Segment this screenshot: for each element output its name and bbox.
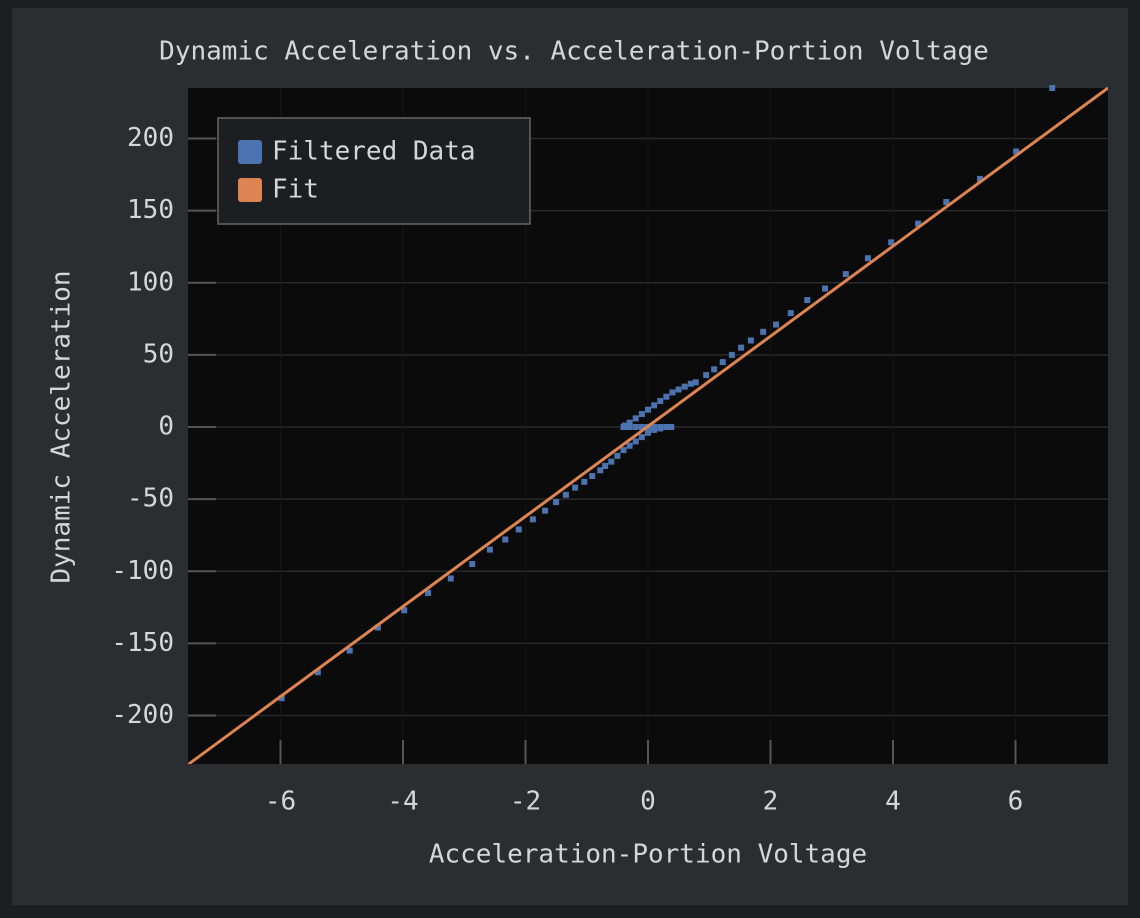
data-point bbox=[711, 366, 718, 373]
data-point bbox=[542, 507, 549, 514]
data-point bbox=[842, 271, 849, 278]
data-point bbox=[632, 415, 639, 422]
legend-label: Filtered Data bbox=[272, 137, 476, 167]
data-point bbox=[787, 310, 794, 317]
chart-title: Dynamic Acceleration vs. Acceleration-Po… bbox=[159, 37, 989, 67]
y-tick-label: -50 bbox=[127, 484, 174, 514]
data-point bbox=[663, 424, 670, 431]
data-point bbox=[626, 442, 633, 449]
data-point bbox=[760, 328, 767, 335]
data-point bbox=[626, 419, 633, 426]
data-point bbox=[822, 285, 829, 292]
data-point bbox=[669, 389, 676, 396]
data-point bbox=[447, 575, 454, 582]
data-point bbox=[773, 321, 780, 328]
data-point bbox=[614, 452, 621, 459]
data-point bbox=[668, 424, 675, 431]
y-axis-label: Dynamic Acceleration bbox=[47, 270, 77, 583]
data-point bbox=[1049, 85, 1056, 91]
y-tick-label: 50 bbox=[143, 339, 174, 369]
data-point bbox=[651, 402, 658, 409]
y-tick-label: -150 bbox=[111, 628, 174, 658]
data-point bbox=[657, 424, 664, 431]
data-point bbox=[608, 458, 615, 465]
data-point bbox=[638, 424, 645, 431]
y-tick-label: 100 bbox=[127, 267, 174, 297]
data-point bbox=[314, 669, 321, 676]
data-point bbox=[645, 406, 651, 413]
data-point bbox=[515, 526, 522, 533]
y-tick-label: 0 bbox=[158, 412, 174, 442]
data-point bbox=[626, 424, 633, 431]
data-point bbox=[562, 491, 569, 498]
data-point bbox=[374, 624, 381, 631]
data-point bbox=[425, 589, 432, 596]
data-point bbox=[663, 393, 670, 400]
data-point bbox=[675, 386, 682, 393]
legend-label: Fit bbox=[272, 175, 319, 205]
data-point bbox=[602, 462, 609, 469]
x-tick-label: -6 bbox=[265, 787, 296, 817]
x-tick-label: 6 bbox=[1008, 787, 1024, 817]
data-point bbox=[976, 175, 983, 182]
legend-box bbox=[217, 117, 531, 225]
data-point bbox=[581, 478, 588, 485]
data-point bbox=[719, 359, 726, 366]
x-tick-label: -4 bbox=[387, 787, 418, 817]
data-point bbox=[502, 536, 509, 543]
x-axis-label: Acceleration-Portion Voltage bbox=[429, 840, 867, 870]
x-tick-label: 2 bbox=[763, 787, 779, 817]
data-point bbox=[638, 411, 645, 418]
legend-swatch bbox=[238, 178, 262, 202]
x-tick-label: 0 bbox=[640, 787, 656, 817]
data-point bbox=[1013, 148, 1020, 155]
legend-swatch bbox=[238, 140, 262, 164]
data-point bbox=[728, 351, 735, 358]
data-point bbox=[645, 429, 651, 436]
data-point bbox=[401, 607, 408, 614]
data-point bbox=[278, 695, 285, 702]
y-tick-label: 200 bbox=[127, 123, 174, 153]
data-point bbox=[915, 220, 922, 227]
data-point bbox=[692, 379, 699, 386]
data-point bbox=[632, 424, 639, 431]
data-point bbox=[632, 438, 639, 445]
x-tick-label: -2 bbox=[510, 787, 541, 817]
y-tick-label: 150 bbox=[127, 195, 174, 225]
data-point bbox=[804, 297, 811, 304]
data-point bbox=[747, 337, 754, 344]
data-point bbox=[572, 484, 579, 491]
data-point bbox=[486, 546, 493, 553]
data-point bbox=[657, 398, 664, 405]
data-point bbox=[597, 467, 604, 474]
data-point bbox=[703, 372, 710, 379]
data-point bbox=[681, 383, 688, 390]
x-tick-label: 4 bbox=[885, 787, 901, 817]
y-tick-label: -100 bbox=[111, 556, 174, 586]
data-point bbox=[346, 647, 353, 654]
data-point bbox=[469, 561, 476, 568]
y-tick-label: -200 bbox=[111, 700, 174, 730]
data-point bbox=[738, 344, 745, 351]
data-point bbox=[651, 424, 658, 431]
fit-line bbox=[188, 86, 1108, 764]
data-point bbox=[864, 255, 871, 262]
data-point bbox=[553, 499, 560, 506]
plot-layer bbox=[188, 85, 1108, 764]
data-point bbox=[943, 198, 950, 205]
data-point bbox=[620, 447, 627, 454]
data-point bbox=[621, 422, 628, 429]
data-point bbox=[687, 380, 694, 387]
data-point bbox=[529, 516, 536, 523]
data-point bbox=[638, 434, 645, 441]
data-point bbox=[589, 473, 596, 480]
data-point bbox=[888, 239, 895, 246]
